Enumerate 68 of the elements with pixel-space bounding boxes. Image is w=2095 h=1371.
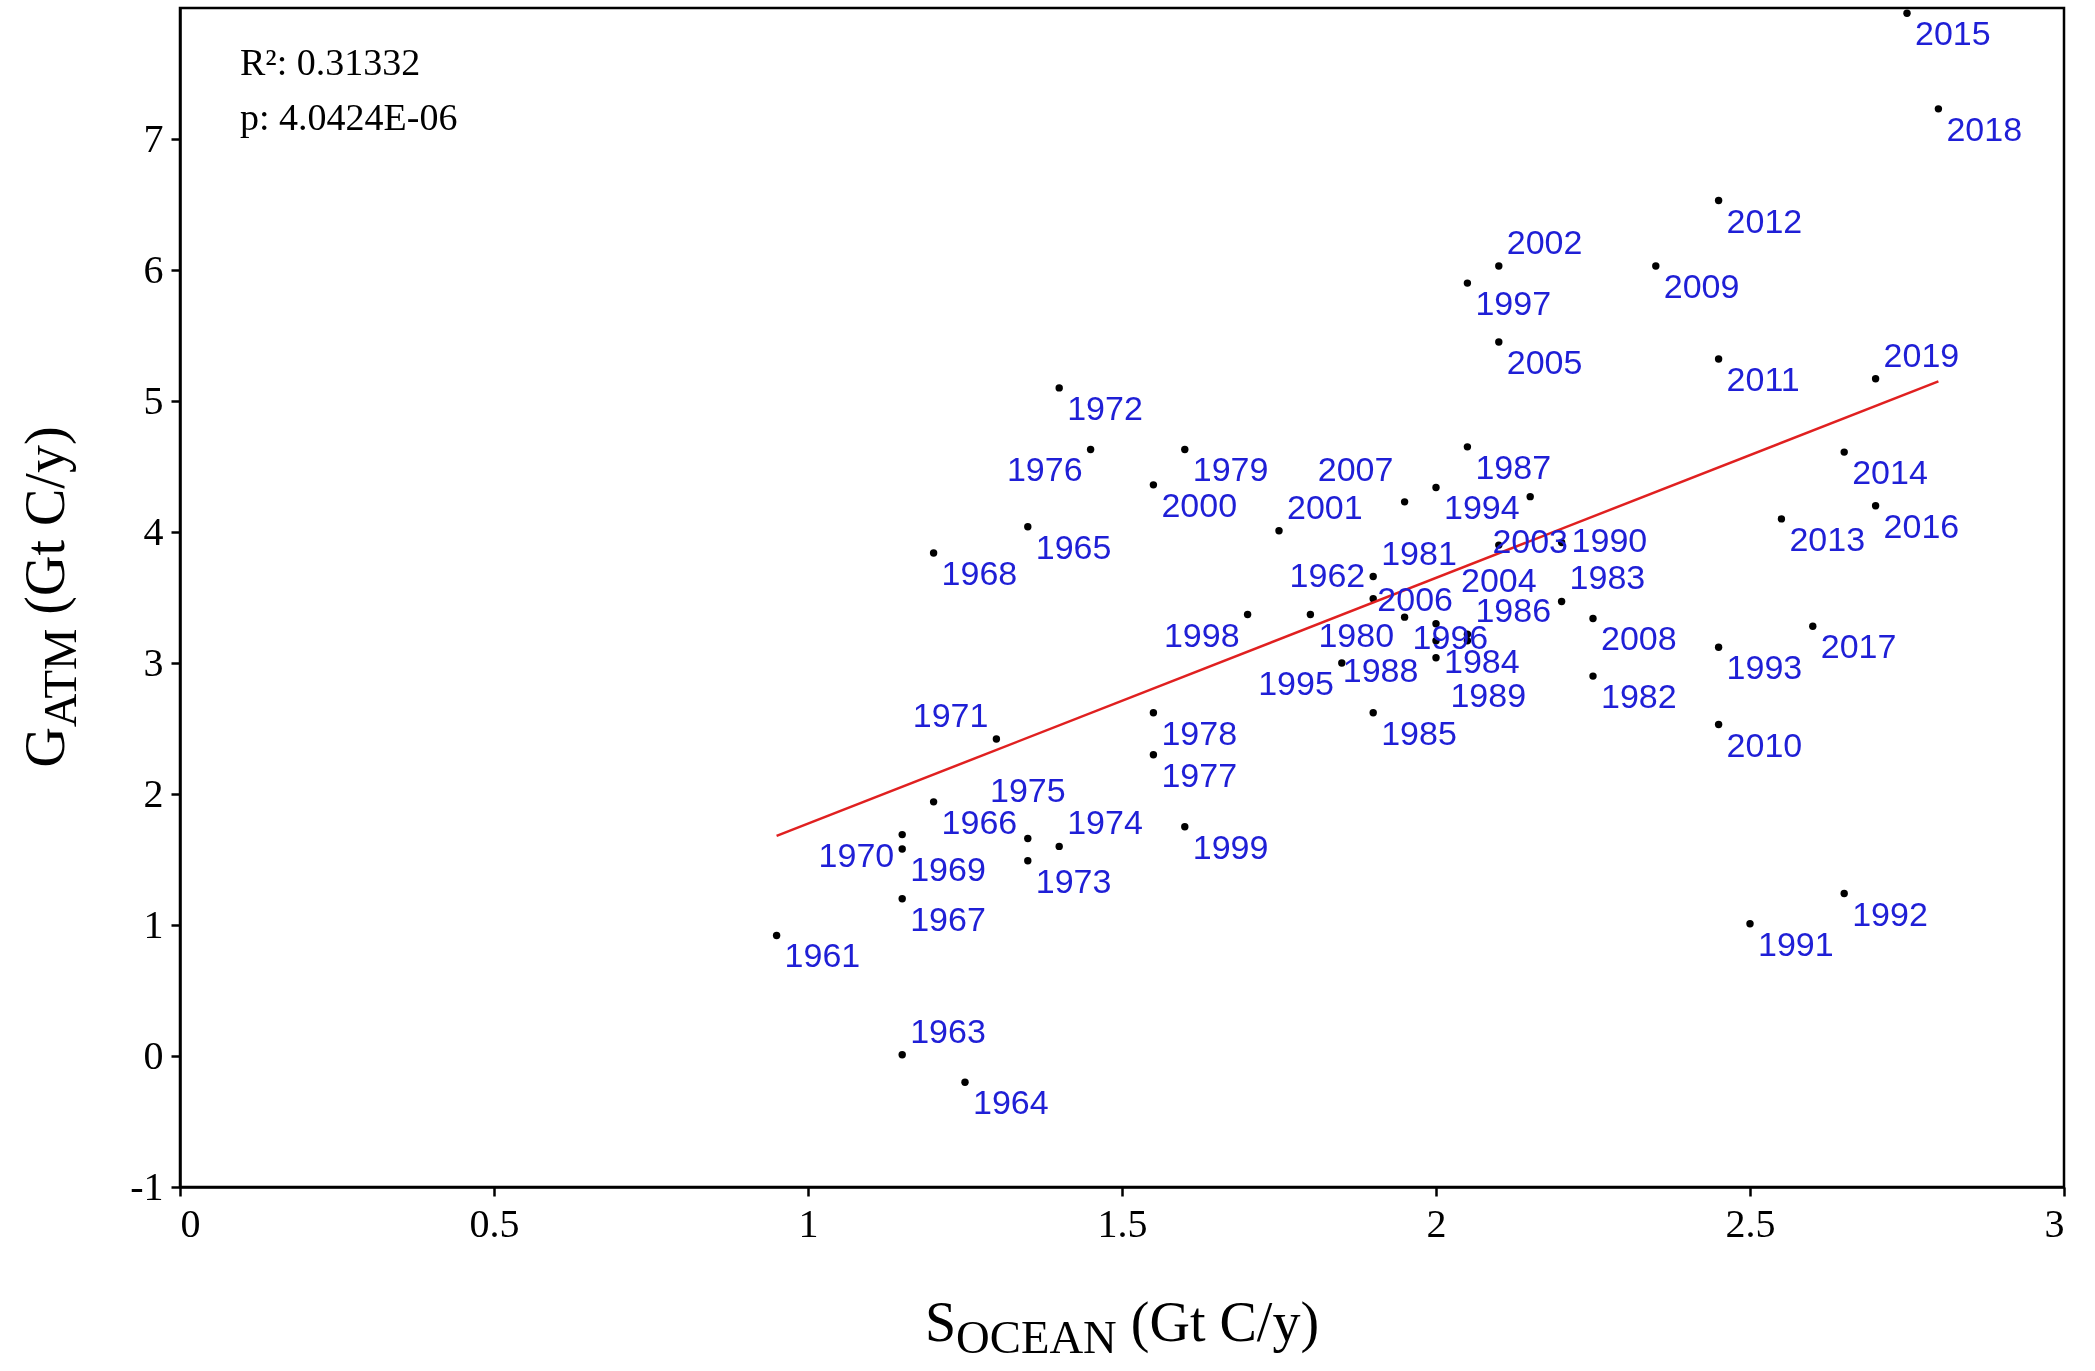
annotation: 2012 — [1726, 201, 1803, 240]
annotation: 2008 — [1601, 619, 1677, 658]
annotation: 1962 — [1289, 555, 1366, 594]
annotation: 1969 — [910, 850, 986, 889]
annotation: 1983 — [1569, 558, 1646, 597]
annotation: 2018 — [1946, 109, 2023, 148]
x-axis-title: S$_{OCEAN}$ (Gt C/y) — [924, 1290, 1320, 1365]
annotation: 1977 — [1161, 755, 1238, 794]
annotation: 1976 — [1006, 450, 1083, 489]
annotation: 1989 — [1450, 676, 1527, 715]
annotation: 2017 — [1820, 627, 1897, 666]
annotation: 1990 — [1571, 521, 1648, 560]
annotation: 2002 — [1506, 223, 1583, 262]
annotation: 2019 — [1883, 335, 1960, 374]
y-tick-label: 1 — [143, 901, 164, 947]
x-tick-label: 0 — [180, 1200, 201, 1246]
annotation: 1982 — [1601, 677, 1677, 716]
annotation: 2001 — [1287, 487, 1363, 526]
annotation: 2004 — [1460, 560, 1537, 599]
x-tick-label: 0.5 — [469, 1200, 520, 1246]
annotation: 2009 — [1663, 267, 1740, 306]
annotation: 1971 — [912, 695, 989, 734]
annotation: 1973 — [1035, 861, 1112, 900]
x-tick-label: 2 — [1426, 1200, 1447, 1246]
annotation: 1970 — [818, 835, 895, 874]
annotation: 1968 — [941, 553, 1018, 592]
annotation: 2016 — [1883, 506, 1960, 545]
annotation: 1987 — [1475, 447, 1552, 486]
annotation: 2014 — [1852, 453, 1928, 492]
annotation: 2011 — [1726, 360, 1800, 399]
annotation: 1994 — [1444, 488, 1520, 527]
y-tick-label: 2 — [143, 770, 164, 816]
annotation: 1967 — [910, 899, 986, 938]
y-tick-label: 6 — [143, 246, 164, 292]
annotation: 1991 — [1758, 924, 1834, 963]
y-tick-label: 7 — [143, 115, 164, 161]
annotation: 1997 — [1475, 284, 1552, 323]
annotation: 1995 — [1258, 664, 1334, 702]
x-tick-label: 3 — [2044, 1200, 2065, 1246]
x-tick-label: 2.5 — [1725, 1200, 1776, 1246]
annotation: 1999 — [1192, 827, 1269, 866]
y-tick-label: 3 — [143, 639, 164, 685]
annotation: 2013 — [1789, 519, 1866, 558]
annotation: 1963 — [910, 1011, 986, 1050]
annotation: 2010 — [1726, 725, 1803, 764]
y-tick-label: -1 — [130, 1163, 164, 1209]
annotation: 1988 — [1342, 651, 1419, 690]
annotation: 1972 — [1067, 388, 1143, 427]
y-tick-label: 4 — [143, 508, 164, 554]
annotation: 1993 — [1726, 648, 1803, 687]
annotation: 1964 — [973, 1083, 1049, 1122]
annotation: 1961 — [784, 936, 861, 975]
annotation: 2007 — [1317, 450, 1394, 489]
annotation: 1965 — [1035, 527, 1112, 566]
annotation: R²: 0.31332 — [240, 40, 421, 84]
x-tick-label: 1 — [798, 1200, 819, 1246]
annotation: 2005 — [1506, 343, 1583, 382]
annotation: 2015 — [1915, 14, 1991, 53]
y-tick-label: 5 — [143, 377, 164, 423]
annotation: 1981 — [1381, 533, 1457, 572]
annotation: 1974 — [1067, 803, 1143, 842]
annotation: 1998 — [1163, 615, 1240, 654]
annotation: p: 4.0424E-06 — [240, 95, 458, 139]
y-tick-label: 0 — [143, 1032, 164, 1078]
x-tick-label: 1.5 — [1097, 1200, 1148, 1246]
annotation: 1992 — [1852, 894, 1928, 933]
annotation: 1985 — [1381, 713, 1457, 752]
annotation: 1978 — [1161, 713, 1238, 752]
